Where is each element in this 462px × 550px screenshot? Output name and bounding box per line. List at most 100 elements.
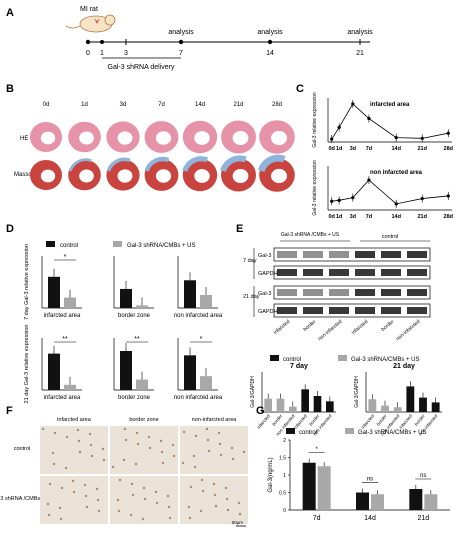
he-lumen	[79, 131, 94, 145]
ihc-cell	[136, 442, 140, 446]
group-label: infarcted area	[44, 313, 81, 319]
ihc-cell	[192, 454, 196, 458]
blot-band	[381, 269, 401, 276]
blot-band	[277, 307, 297, 314]
y-tick-label: 2	[283, 438, 286, 444]
ihc-cell	[47, 513, 51, 517]
ihc-image	[40, 476, 108, 524]
scale-bar-label: 50μm	[232, 520, 244, 525]
ihc-column-label: infarcted area	[57, 417, 92, 423]
ihc-cell	[242, 450, 246, 454]
ihc-row-label: Gal-3 shRNA /CMBs + US	[0, 496, 54, 502]
ihc-image	[110, 426, 178, 474]
ihc-cell	[101, 447, 105, 451]
blot-band	[303, 307, 323, 314]
ihc-cell	[90, 454, 94, 458]
ihc-cell	[182, 430, 186, 434]
ihc-cell	[41, 427, 45, 431]
histo-day-label: 0d	[43, 102, 50, 108]
sig-mark: *	[64, 254, 67, 261]
ihc-cell	[189, 485, 193, 489]
analysis-label-21: analysis	[347, 29, 373, 36]
data-point	[420, 196, 424, 201]
ihc-cell	[116, 498, 120, 502]
blot-band	[303, 289, 323, 296]
masson-fibrosis	[106, 157, 131, 172]
blot-column-label: border	[302, 319, 317, 333]
chart-c-bottom: 0d 1d 3d 7d 14d 21d 28d non infarcted area Gal-3…	[312, 160, 453, 220]
sig-mark: **	[134, 336, 140, 343]
ihc-cell	[207, 449, 211, 453]
ihc-cell	[155, 501, 159, 505]
panel-letter-g: G	[256, 405, 265, 417]
blot-band	[303, 269, 323, 276]
x-tick-label: 14d	[391, 146, 400, 152]
blot-band	[277, 289, 297, 296]
blot-column-label: non-infarcted	[317, 319, 343, 342]
ihc-cell	[85, 505, 89, 509]
ihc-cell	[187, 505, 191, 509]
ihc-cell	[213, 493, 217, 497]
ihc-cell	[123, 427, 127, 431]
timeline: 0 1 3 7 14 21 analysis analysis analysis…	[85, 29, 373, 71]
histo-day-label: 3d	[120, 102, 127, 108]
sig-mark: ns	[367, 477, 373, 483]
day-tick-1: 1	[100, 50, 104, 57]
ihc-cell	[78, 450, 82, 454]
group-label: border zone	[118, 395, 151, 401]
blot-strip	[273, 247, 431, 262]
y-tick-label: 1.5	[279, 456, 286, 462]
ihc-cell	[122, 458, 126, 462]
bar	[264, 398, 272, 412]
bar-treated	[200, 376, 212, 390]
ihc-cell	[89, 443, 93, 447]
ihc-cell	[83, 483, 87, 487]
blot-row-label: Gal-3	[258, 291, 271, 297]
he-lumen	[270, 130, 288, 146]
blot-band	[407, 269, 427, 276]
ihc-cell	[65, 435, 69, 439]
legend-d-treated: Gal-3 shRNA/CMBs + US	[127, 243, 196, 249]
ihc-cell	[71, 479, 75, 483]
ihc-cell	[111, 465, 115, 469]
bar	[431, 402, 440, 412]
legend-d: control Gal-3 shRNA/CMBs + US	[46, 241, 196, 249]
rat-icon	[65, 14, 116, 33]
legend-g-control: control	[299, 430, 317, 436]
x-tick-label: 14d	[391, 214, 400, 220]
ihc-cell	[160, 450, 164, 454]
bar-control	[120, 351, 132, 390]
analysis-label-7: analysis	[168, 29, 194, 36]
masson-lumen	[270, 168, 288, 184]
histology-grid: 0d 1d 3d 7d 14d 21d 28d	[30, 102, 295, 192]
blot-row-label: Gal-3	[258, 253, 271, 259]
blot-strip	[273, 303, 431, 318]
blot-band	[355, 307, 375, 314]
group-label: non infarcted area	[174, 313, 223, 319]
ihc-cell	[159, 439, 163, 443]
ihc-cell	[217, 431, 221, 435]
he-lumen	[40, 131, 56, 145]
ihc-column-label: border zone	[129, 417, 158, 423]
data-point	[330, 199, 334, 203]
legend-g: control Gal-3 shRNA/CMBs + US	[286, 428, 427, 436]
ihc-cell	[59, 517, 63, 521]
x-tick-label: infarcted	[398, 413, 413, 430]
y-axis-label: Gal-3/GAPDH	[354, 376, 360, 408]
histo-day-label: 7d	[158, 102, 165, 108]
chart-c-top: 0d 1d 3d 7d 14d 21d 28d infarcted area Gal-3 rel…	[312, 92, 453, 152]
ihc-cell	[205, 427, 209, 431]
blot-row-label: GAPDH	[258, 271, 278, 277]
sig-mark: *	[315, 447, 318, 453]
day-tick-7: 7	[179, 50, 183, 57]
ihc-cell	[199, 509, 203, 513]
x-tick-label: 7d	[366, 146, 372, 152]
series-line	[331, 103, 449, 140]
bar-treated	[371, 494, 384, 510]
subject-label: MI rat	[80, 6, 98, 13]
blot-band	[355, 269, 375, 276]
data-point	[446, 194, 450, 198]
data-point	[367, 178, 371, 182]
ihc-cell	[212, 482, 216, 486]
